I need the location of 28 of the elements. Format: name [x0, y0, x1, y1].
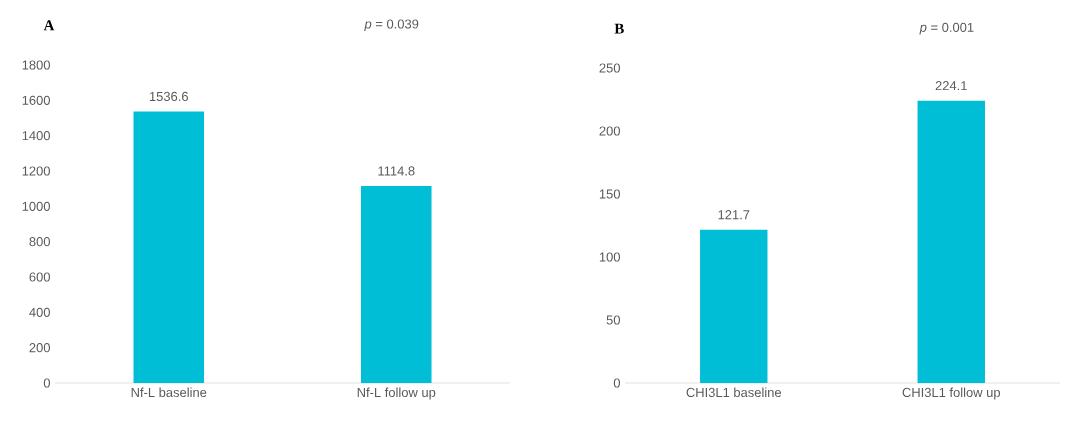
data-label: 1114.8: [378, 166, 415, 176]
y-tick-label: 50: [606, 315, 620, 325]
y-tick-label: 0: [613, 378, 620, 388]
y-tick-label: 600: [29, 272, 50, 282]
y-tick-label: 1000: [22, 201, 50, 211]
data-label: 1536.6: [149, 91, 188, 102]
y-tick-label: 400: [29, 307, 50, 317]
text: p = 0.039: [364, 19, 419, 32]
x-tick-label: CHI3L1 follow up: [902, 387, 1001, 400]
y-tick-label: 1200: [22, 166, 50, 176]
x-tick-label: CHI3L1 baseline: [686, 387, 782, 398]
y-tick-label: 200: [29, 343, 50, 353]
chart-title: A: [43, 20, 55, 31]
text: p = 0.001: [919, 22, 974, 35]
y-tick-label: 100: [599, 252, 620, 262]
data-label: 121.7: [718, 210, 750, 220]
y-tick-label: 1600: [22, 95, 50, 105]
y-tick-label: 150: [599, 189, 620, 199]
y-tick-label: 200: [599, 126, 620, 136]
y-tick-label: 1800: [22, 60, 50, 70]
y-tick-label: 800: [29, 237, 50, 247]
chart-title: B: [614, 23, 624, 34]
y-tick-label: 250: [599, 63, 620, 73]
y-tick-label: 0: [43, 378, 50, 388]
data-label: 224.1: [935, 81, 967, 91]
y-tick-label: 1400: [22, 131, 50, 141]
x-tick-label: Nf-L baseline: [131, 387, 207, 398]
x-tick-label: Nf-L follow up: [357, 387, 436, 400]
